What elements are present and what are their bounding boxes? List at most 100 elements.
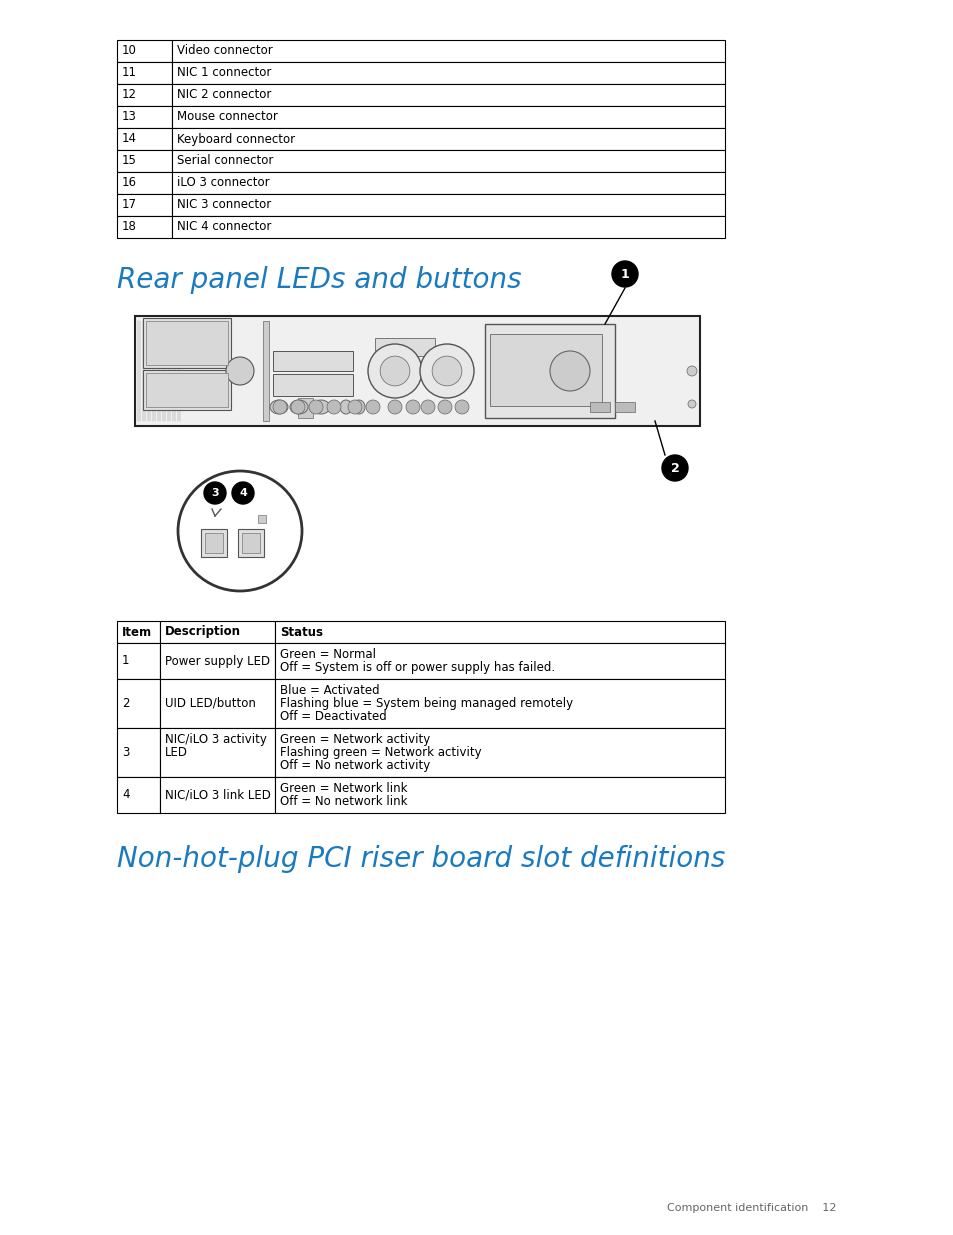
Circle shape <box>388 400 401 414</box>
Bar <box>117 679 160 727</box>
Text: Keyboard connector: Keyboard connector <box>177 132 294 146</box>
Text: 15: 15 <box>122 154 136 168</box>
Text: Mouse connector: Mouse connector <box>177 110 277 124</box>
Circle shape <box>419 345 474 398</box>
Circle shape <box>550 351 589 391</box>
Text: Green = Network link: Green = Network link <box>280 782 407 795</box>
Bar <box>589 403 609 412</box>
Text: 17: 17 <box>122 199 137 211</box>
Circle shape <box>232 482 253 504</box>
Bar <box>297 398 313 417</box>
Bar <box>160 727 274 777</box>
Bar <box>172 62 724 84</box>
Text: Blue = Activated: Blue = Activated <box>280 684 379 697</box>
Bar <box>257 515 266 522</box>
Bar <box>117 84 172 106</box>
Bar <box>172 84 724 106</box>
Bar <box>146 321 228 366</box>
Bar <box>160 621 274 643</box>
Bar <box>146 373 228 408</box>
Bar <box>117 727 160 777</box>
Circle shape <box>226 357 253 385</box>
Bar <box>160 777 274 813</box>
Bar <box>484 324 615 417</box>
Bar <box>117 194 172 216</box>
Ellipse shape <box>312 400 330 414</box>
Text: Flashing blue = System being managed remotely: Flashing blue = System being managed rem… <box>280 697 573 710</box>
Text: Flashing green = Network activity: Flashing green = Network activity <box>280 746 481 758</box>
Text: Off = No network link: Off = No network link <box>280 795 407 808</box>
Circle shape <box>327 400 340 414</box>
Bar <box>117 40 172 62</box>
Text: 11: 11 <box>122 67 137 79</box>
Ellipse shape <box>178 471 302 592</box>
Bar <box>172 128 724 149</box>
Text: 14: 14 <box>122 132 137 146</box>
Text: Green = Normal: Green = Normal <box>280 648 375 661</box>
Text: 1: 1 <box>122 655 130 667</box>
Text: Item: Item <box>122 625 152 638</box>
Bar <box>172 194 724 216</box>
Text: NIC 4 connector: NIC 4 connector <box>177 221 271 233</box>
Text: NIC 2 connector: NIC 2 connector <box>177 89 271 101</box>
Bar <box>237 529 264 557</box>
Text: Power supply LED: Power supply LED <box>165 655 270 667</box>
Bar <box>117 621 160 643</box>
Text: Rear panel LEDs and buttons: Rear panel LEDs and buttons <box>117 266 521 294</box>
Bar <box>490 333 601 406</box>
Bar <box>160 643 274 679</box>
Text: Off = Deactivated: Off = Deactivated <box>280 709 386 722</box>
Bar <box>117 643 160 679</box>
Text: NIC/iLO 3 link LED: NIC/iLO 3 link LED <box>165 788 271 802</box>
Bar <box>201 529 227 557</box>
Bar <box>143 370 231 410</box>
Text: 10: 10 <box>122 44 136 58</box>
Text: 4: 4 <box>239 488 247 498</box>
Text: LED: LED <box>165 746 188 758</box>
Text: Description: Description <box>165 625 241 638</box>
Bar <box>172 172 724 194</box>
Circle shape <box>661 454 687 480</box>
Circle shape <box>687 400 696 408</box>
Bar <box>172 106 724 128</box>
Text: iLO 3 connector: iLO 3 connector <box>177 177 270 189</box>
Circle shape <box>204 482 226 504</box>
Bar <box>273 351 353 370</box>
Text: 2: 2 <box>670 462 679 474</box>
Circle shape <box>420 400 435 414</box>
Bar <box>205 534 223 553</box>
Bar <box>274 621 724 643</box>
Text: Green = Network activity: Green = Network activity <box>280 734 430 746</box>
Text: NIC/iLO 3 activity: NIC/iLO 3 activity <box>165 734 267 746</box>
Text: Component identification    12: Component identification 12 <box>667 1203 836 1213</box>
Text: 3: 3 <box>211 488 218 498</box>
Circle shape <box>612 261 638 287</box>
Ellipse shape <box>353 400 365 414</box>
Circle shape <box>379 356 410 385</box>
Bar <box>117 62 172 84</box>
Circle shape <box>432 356 461 385</box>
Circle shape <box>368 345 421 398</box>
Text: 16: 16 <box>122 177 137 189</box>
Text: NIC 1 connector: NIC 1 connector <box>177 67 271 79</box>
Bar <box>274 643 724 679</box>
Bar <box>117 128 172 149</box>
Bar <box>172 216 724 238</box>
Ellipse shape <box>270 400 288 414</box>
Bar <box>274 777 724 813</box>
Text: Serial connector: Serial connector <box>177 154 274 168</box>
Text: Off = System is off or power supply has failed.: Off = System is off or power supply has … <box>280 661 555 674</box>
Text: 18: 18 <box>122 221 136 233</box>
Text: UID LED/button: UID LED/button <box>165 697 255 710</box>
Circle shape <box>273 400 287 414</box>
Text: 4: 4 <box>122 788 130 802</box>
Bar <box>135 316 700 426</box>
Text: 3: 3 <box>122 746 130 760</box>
Circle shape <box>309 400 323 414</box>
Text: Status: Status <box>280 625 323 638</box>
Bar <box>160 679 274 727</box>
Bar <box>117 216 172 238</box>
Ellipse shape <box>290 400 308 414</box>
Bar <box>615 403 635 412</box>
Bar <box>117 149 172 172</box>
